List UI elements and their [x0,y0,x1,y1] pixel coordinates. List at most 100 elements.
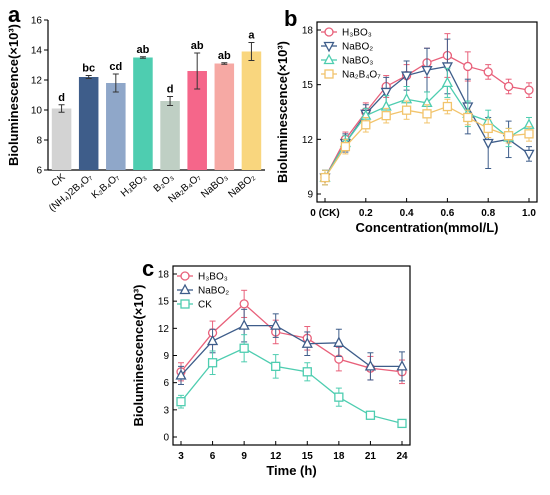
data-point [176,397,186,407]
data-point [442,101,453,112]
series-line [180,347,403,425]
y-tick-label: 0 [163,433,169,444]
legend-label: NaBO₃ [342,56,373,67]
legend-label: NaBO₂ [342,42,373,53]
bar [106,83,126,170]
y-axis-title: Bioluminescence(×10³) [275,41,290,183]
x-axis-title: Time (h) [266,463,316,478]
x-tick-label: 15 [302,451,314,462]
data-point [239,299,249,309]
x-tick-label: 0.8 [481,208,495,219]
significance-label: cd [109,61,122,73]
bar [51,108,72,170]
data-point [401,71,413,82]
data-point [483,67,493,77]
y-tick-label: 3 [163,405,169,416]
x-tick-label: 0 (CK) [310,208,339,219]
data-point [503,81,514,92]
plot-frame [316,21,538,203]
legend-marker [323,53,335,65]
bar [133,57,153,170]
y-axis-title: Bioluminescence(×10³) [6,24,21,166]
y-tick-label: 10 [31,106,43,117]
series-1 [175,308,408,385]
legend-marker [180,299,190,309]
y-tick-label: 12 [31,76,43,87]
legend-marker [324,27,334,37]
significance-label: ab [218,50,231,62]
panel-letter: a [8,2,21,27]
significance-label: ab [191,40,204,52]
x-tick-label: 1.0 [522,208,536,219]
y-tick-label: 12 [158,324,170,335]
y-tick-label: 18 [302,26,314,37]
data-point [396,359,408,371]
legend-label: Na₂B₄O₇ [342,70,381,81]
panel-b-line-chart: b 9 12 15 18 Bioluminescence(×10³) 0 (CK) 0.2 0.… [275,6,538,235]
y-tick-label: 6 [36,166,42,177]
data-point [483,123,493,134]
y-tick-label: 16 [31,16,43,27]
data-point [333,336,345,347]
x-tick-label: 0.6 [440,208,454,219]
data-point [340,141,351,152]
x-tick-label: K₂B₄O₇ [90,172,122,202]
legend-marker [324,69,334,79]
y-tick-label: 9 [307,190,313,201]
data-point [320,172,330,183]
data-point [239,343,249,353]
data-point [270,319,282,330]
data-point [503,131,514,141]
series-line [180,324,402,376]
legend-marker [323,41,335,53]
y-tick-label: 8 [36,136,42,147]
data-point [238,319,250,330]
x-tick-label: NaBO₂ [226,172,257,201]
data-point [207,358,218,368]
x-tick-label: 9 [241,451,247,462]
data-point [302,367,312,377]
y-axis-title: Bioluminescence(×10³) [131,285,146,427]
series-2 [176,334,407,429]
x-tick-label: 24 [396,451,408,462]
y-tick-label: 12 [302,135,314,146]
significance-label: d [167,84,174,96]
data-point [401,105,412,115]
data-point [364,359,377,371]
data-point [361,120,371,130]
data-point [334,392,344,402]
data-point [397,418,407,429]
data-point [381,110,391,121]
data-point [524,129,534,139]
y-tick-label: 18 [158,270,170,281]
data-point [365,410,376,420]
legend-label: H₃BO₃ [198,272,228,283]
data-point [523,149,535,161]
data-point [463,61,473,72]
x-axis-title: Concentration(mmol/L) [356,220,499,235]
x-tick-label: 21 [365,451,377,462]
data-point [524,85,534,95]
significance-label: ab [137,44,150,56]
data-point [380,87,392,99]
data-point [482,138,494,150]
data-point [441,62,453,73]
data-point [175,369,187,380]
x-tick-label: 3 [178,451,184,462]
x-tick-label: 0.4 [400,208,414,219]
x-tick-label: 18 [333,451,345,462]
significance-label: d [58,92,65,104]
x-tick-label: NaBO₃ [199,172,230,201]
data-point [421,65,433,77]
data-point [422,109,432,119]
legend-marker [180,271,190,281]
significance-label: a [248,30,255,42]
data-point [301,337,313,348]
panel-letter: c [142,256,154,281]
y-tick-label: 15 [158,297,170,308]
legend-label: H₃BO₃ [342,28,372,39]
y-tick-label: 14 [31,46,43,57]
y-tick-label: 9 [163,351,169,362]
